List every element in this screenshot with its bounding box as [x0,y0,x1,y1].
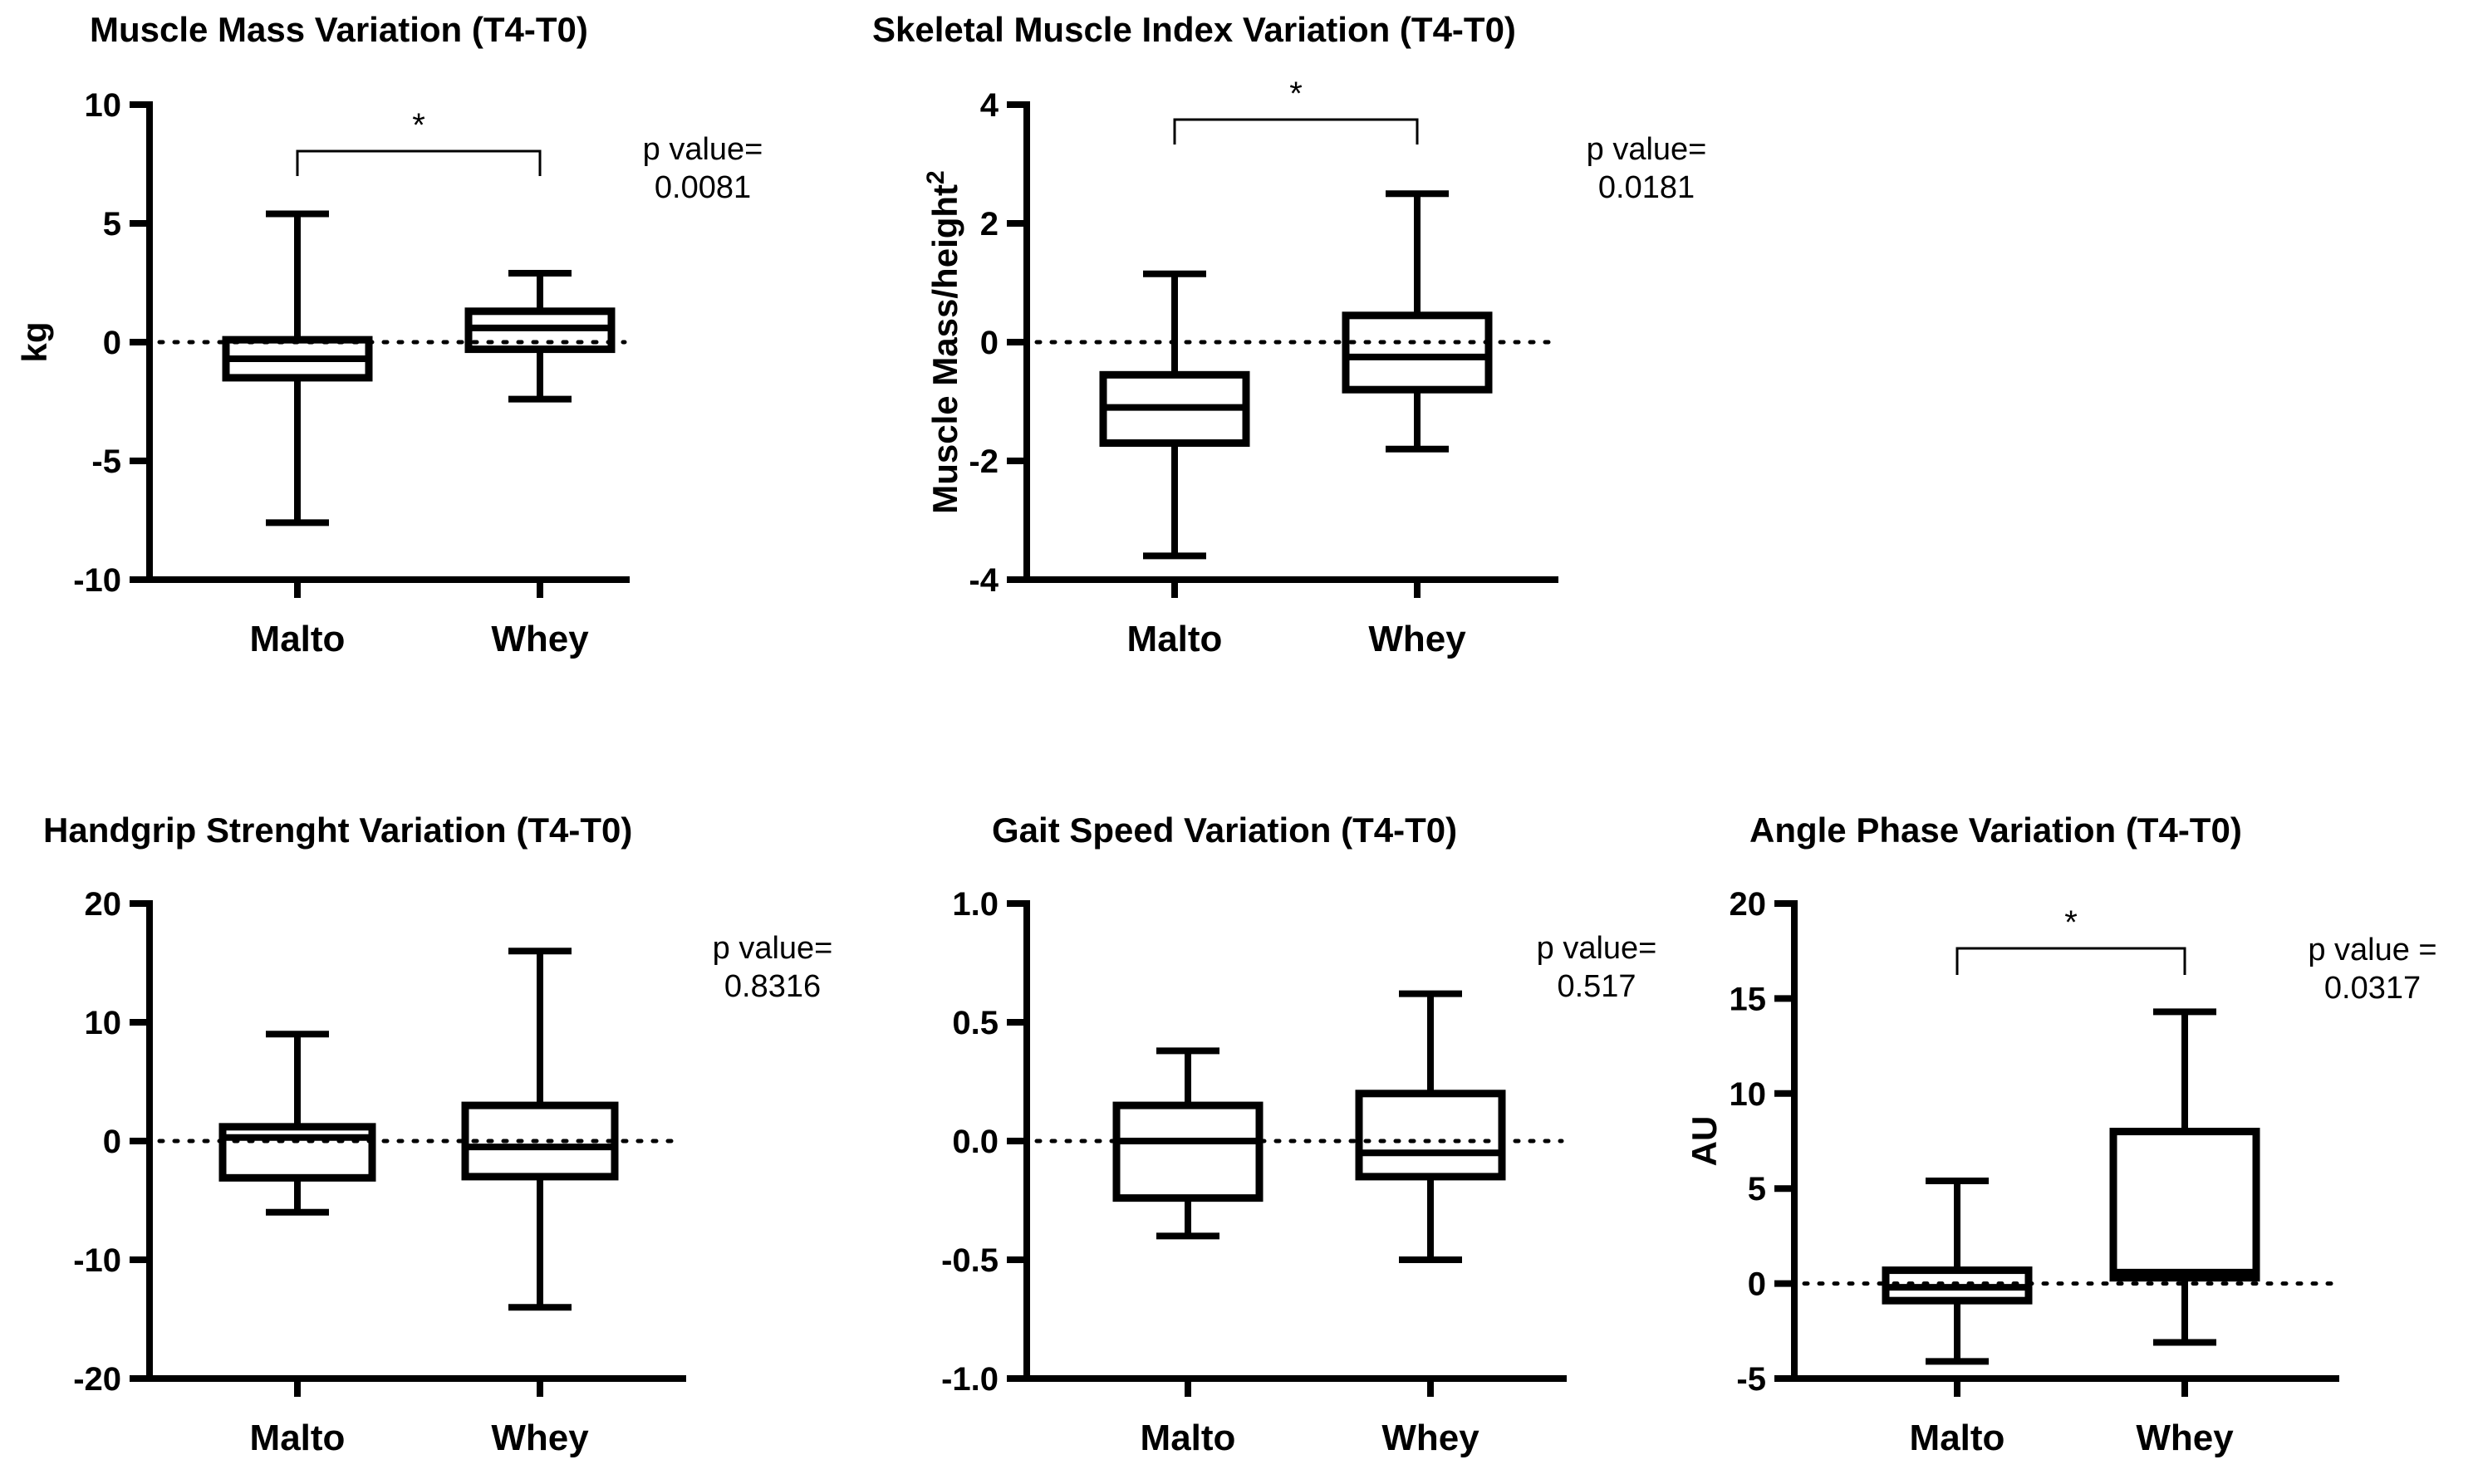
y-tick-label: 1.0 [952,886,999,923]
iqr-box [1342,311,1493,394]
category-label: Whey [491,619,589,659]
y-tick-label: 0 [980,325,999,361]
y-tick-label: 20 [1730,886,1767,923]
y-tick-label: 0 [103,1124,121,1160]
category-label: Malto [1127,619,1223,659]
panel-2: Skeletal Muscle Index Variation (T4-T0) 4… [872,10,1706,659]
panel-3: Handgrip Strenght Variation (T4-T0) 20 10 0… [43,811,832,1458]
y-tick-label: -2 [969,443,999,480]
y-tick-label: 10 [85,87,122,124]
y-tick-label: -20 [73,1361,121,1398]
y-tick-label: -10 [73,1242,121,1279]
y-tick-label: 10 [85,1005,122,1041]
y-tick-label: -10 [73,562,121,599]
box-whey [464,270,616,403]
category-label: Malto [1910,1418,2005,1458]
y-tick-label: 4 [980,87,999,124]
y-tick-label: -0.5 [941,1242,999,1279]
y-tick-label: -5 [91,443,121,480]
chart-title: Handgrip Strenght Variation (T4-T0) [43,811,632,850]
box-malto [1099,270,1250,560]
p-value-label: p value= [1587,132,1707,167]
y-axis-label: AU [1685,1116,1724,1167]
y-tick-label: 0.0 [952,1124,999,1160]
significance-marker: * [1289,76,1303,112]
y-tick-label: -1.0 [941,1361,999,1398]
panel-4: Gait Speed Variation (T4-T0) 1.0 0.5 0.0 -0.… [941,811,1656,1458]
significance-bracket [1955,947,2186,975]
chart-title: Gait Speed Variation (T4-T0) [992,811,1457,850]
y-tick-label: 0.5 [952,1005,999,1041]
category-label: Malto [250,1418,346,1458]
y-tick-label: 0 [1748,1266,1766,1303]
y-tick-label: 5 [103,206,121,242]
y-axis-label-text: kg [15,321,54,362]
box-whey [1342,190,1493,453]
box-whey [461,948,619,1311]
chart-title: Skeletal Muscle Index Variation (T4-T0) [872,10,1516,49]
chart-title: Angle Phase Variation (T4-T0) [1749,811,2242,850]
y-tick-label: 15 [1730,981,1767,1017]
y-axis-label-superscript: 2 [922,170,949,184]
y-axis-label-text: Muscle Mass/height [925,184,964,514]
p-value-label: p value= [713,931,833,966]
chart-title: Muscle Mass Variation (T4-T0) [90,10,588,49]
category-label: Whey [2136,1418,2234,1458]
significance-bracket [1173,118,1419,144]
iqr-box [1112,1101,1264,1202]
p-value: 0.8316 [724,969,821,1004]
box-whey [1355,990,1506,1263]
significance-marker: * [412,107,425,144]
p-value-label: p value= [1537,931,1657,966]
y-tick-label: 5 [1748,1171,1766,1207]
p-value: 0.0181 [1598,170,1695,205]
y-tick-label: 2 [980,206,999,242]
iqr-box [1355,1090,1506,1181]
category-label: Whey [1368,619,1466,659]
iqr-box [2109,1128,2260,1282]
box-malto [1882,1178,2033,1365]
p-value: 0.0081 [655,170,751,205]
box-malto [218,1031,376,1216]
category-label: Malto [1141,1418,1236,1458]
category-label: Whey [1381,1418,1479,1458]
box-malto [1112,1047,1264,1240]
y-tick-label: -5 [1736,1361,1766,1398]
p-value-label: p value = [2308,933,2436,967]
panel-1: Muscle Mass Variation (T4-T0) 10 5 0 -5 -10 Ma… [15,10,763,659]
y-axis-label: kg [15,321,54,362]
y-axis-label-text: AU [1685,1116,1724,1167]
y-tick-label: 20 [85,886,122,923]
y-tick-label: 0 [103,325,121,361]
significance-marker: * [2064,904,2078,941]
significance-bracket [296,149,542,176]
y-tick-label: -4 [969,562,999,599]
box-whey [2109,1008,2260,1346]
panel-5: Angle Phase Variation (T4-T0) 20 15 10 5 0 -5 M… [1685,811,2437,1458]
p-value: 0.517 [1557,969,1636,1004]
p-value: 0.0317 [2324,971,2421,1006]
y-axis-label: Muscle Mass/height2 [922,170,964,513]
y-tick-label: 10 [1730,1076,1767,1113]
p-value-label: p value= [643,132,763,167]
category-label: Malto [250,619,346,659]
box-malto [222,210,373,527]
category-label: Whey [491,1418,589,1458]
